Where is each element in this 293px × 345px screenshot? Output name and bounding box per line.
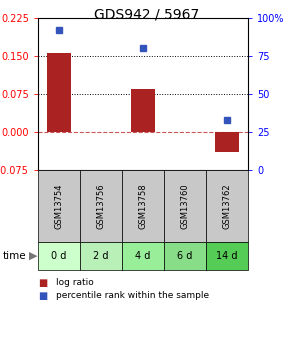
Text: 0 d: 0 d: [51, 251, 67, 261]
Bar: [38, 242, 80, 270]
Bar: [164, 170, 206, 242]
Bar: [47, 53, 71, 132]
Bar: [80, 170, 122, 242]
Text: ■: ■: [38, 291, 47, 301]
Text: 4 d: 4 d: [135, 251, 151, 261]
Text: 2 d: 2 d: [93, 251, 109, 261]
Bar: [206, 242, 248, 270]
Text: percentile rank within the sample: percentile rank within the sample: [56, 291, 209, 300]
Text: time: time: [3, 251, 27, 261]
Text: 6 d: 6 d: [177, 251, 193, 261]
Bar: [215, 132, 239, 152]
Text: GSM13756: GSM13756: [96, 183, 105, 229]
Text: GSM13762: GSM13762: [222, 183, 231, 229]
Bar: [206, 170, 248, 242]
Text: ▶: ▶: [29, 251, 38, 261]
Bar: [80, 242, 122, 270]
Text: log ratio: log ratio: [56, 278, 93, 287]
Text: GSM13760: GSM13760: [180, 183, 190, 229]
Bar: [38, 170, 80, 242]
Bar: [122, 170, 164, 242]
Bar: [164, 242, 206, 270]
Text: GSM13758: GSM13758: [139, 183, 147, 229]
Text: 14 d: 14 d: [216, 251, 238, 261]
Bar: [122, 242, 164, 270]
Text: ■: ■: [38, 278, 47, 288]
Bar: [132, 89, 154, 132]
Text: GSM13754: GSM13754: [54, 183, 64, 229]
Text: GDS942 / 5967: GDS942 / 5967: [94, 8, 199, 22]
